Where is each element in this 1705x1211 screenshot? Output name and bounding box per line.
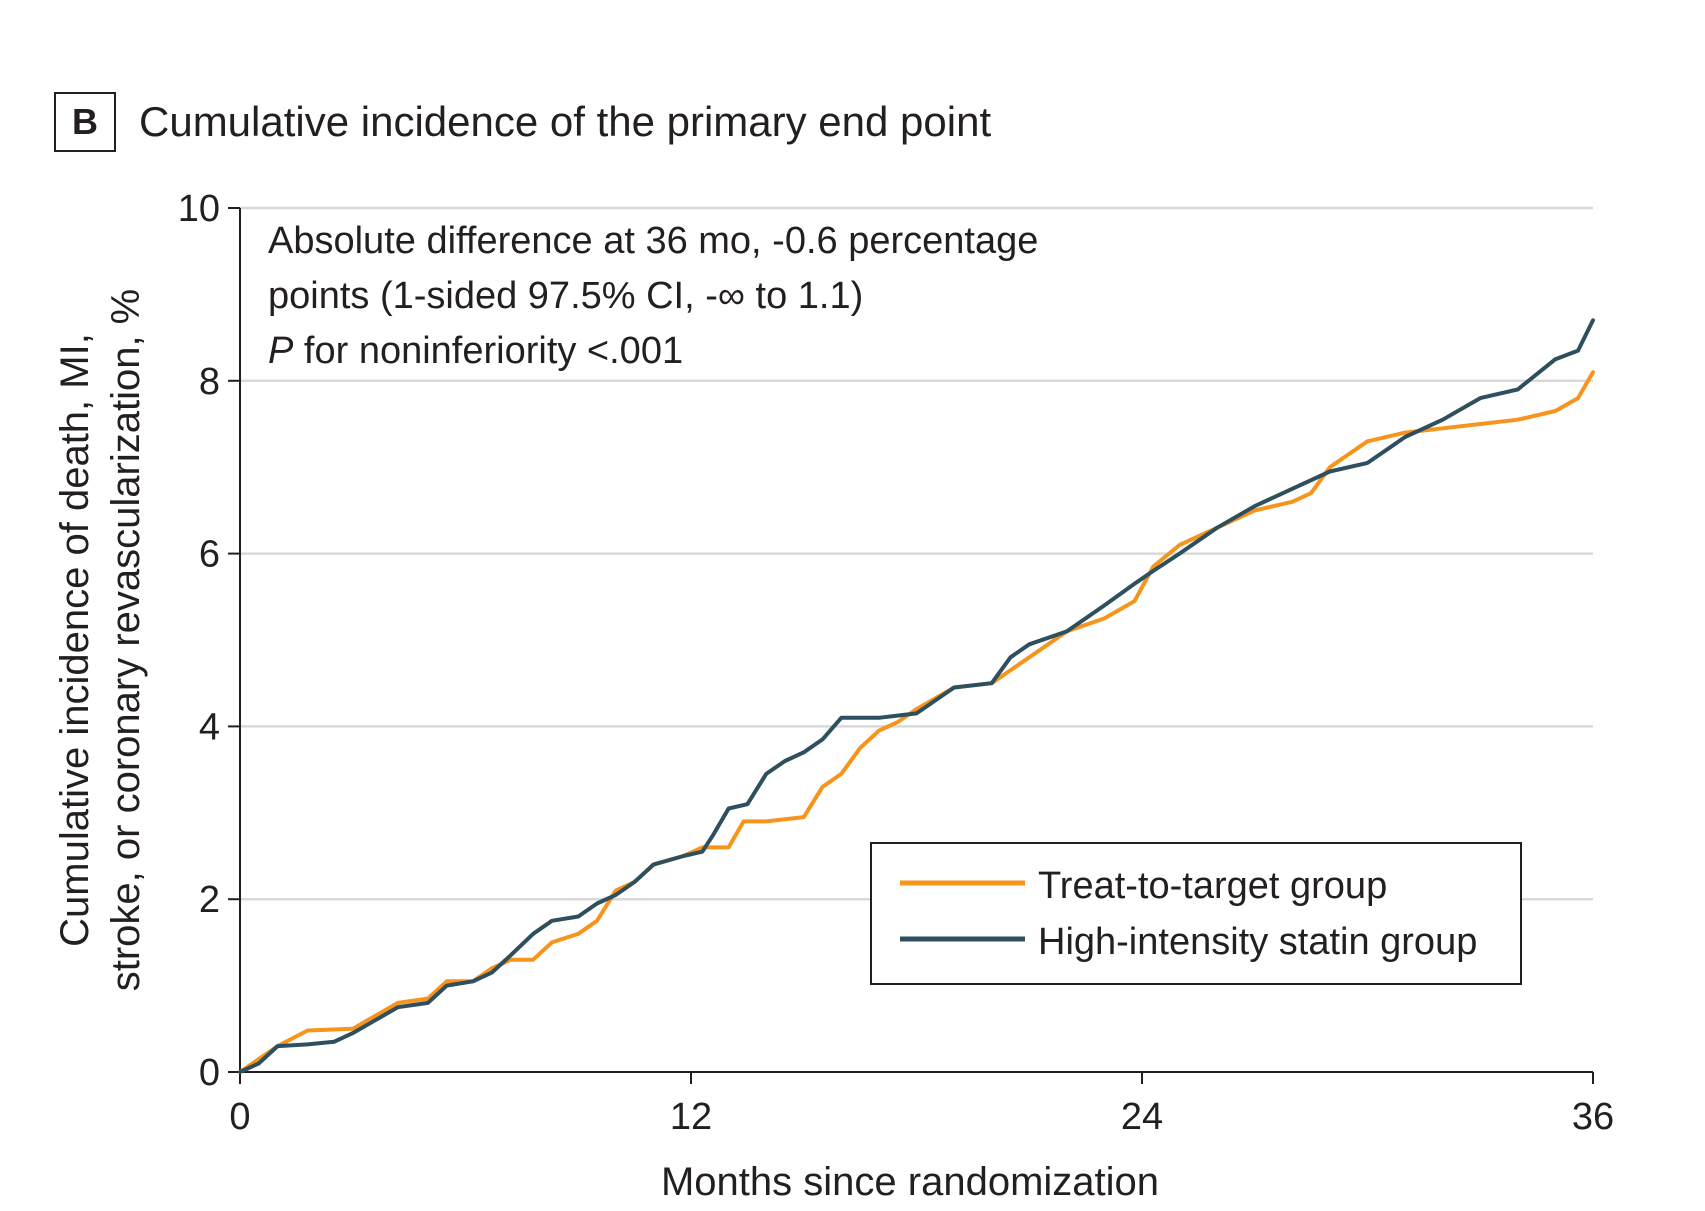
annotation-line-3: P for noninferiority <.001 bbox=[268, 330, 683, 372]
y-tick-label-8: 8 bbox=[199, 361, 220, 403]
y-tick-label-0: 0 bbox=[199, 1052, 220, 1094]
y-tick-label-10: 10 bbox=[178, 188, 220, 230]
axes bbox=[239, 208, 1593, 1073]
legend-label-high-intensity: High-intensity statin group bbox=[1038, 921, 1477, 963]
series-line-high-intensity bbox=[238, 318, 1595, 1074]
y-axis-label-line-1: Cumulative incidence of death, MI, bbox=[53, 333, 97, 947]
x-axis-label: Months since randomization bbox=[661, 1160, 1159, 1204]
legend-box bbox=[870, 842, 1522, 985]
annotation-line-1: Absolute difference at 36 mo, -0.6 perce… bbox=[268, 220, 1038, 262]
y-tick-label-4: 4 bbox=[199, 706, 220, 748]
x-axis-ticks: 0 12 24 36 bbox=[229, 1072, 1614, 1138]
legend-label-treat-to-target: Treat-to-target group bbox=[1038, 865, 1387, 907]
annotation-p-rest: for noninferiority <.001 bbox=[293, 330, 683, 372]
x-tick-label-0: 0 bbox=[229, 1096, 250, 1138]
y-tick-label-2: 2 bbox=[199, 879, 220, 921]
y-tick-label-6: 6 bbox=[199, 534, 220, 576]
annotation-line-2: points (1-sided 97.5% CI, -∞ to 1.1) bbox=[268, 275, 863, 317]
panel-label-box bbox=[54, 92, 116, 152]
series-line-treat-to-target bbox=[238, 370, 1595, 1074]
y-axis-label-line-2: stroke, or coronary revascularization, % bbox=[104, 289, 148, 992]
y-axis-ticks: 0 2 4 6 8 10 bbox=[178, 188, 240, 1094]
x-tick-label-12: 12 bbox=[670, 1096, 712, 1138]
x-tick-label-24: 24 bbox=[1121, 1096, 1163, 1138]
annotation-p-italic: P bbox=[268, 330, 294, 372]
panel-label: B bbox=[72, 101, 98, 142]
series-lines bbox=[238, 318, 1595, 1074]
legend: Treat-to-target group High-intensity sta… bbox=[870, 842, 1522, 985]
chart-title: Cumulative incidence of the primary end … bbox=[139, 98, 991, 145]
x-tick-label-36: 36 bbox=[1572, 1096, 1614, 1138]
